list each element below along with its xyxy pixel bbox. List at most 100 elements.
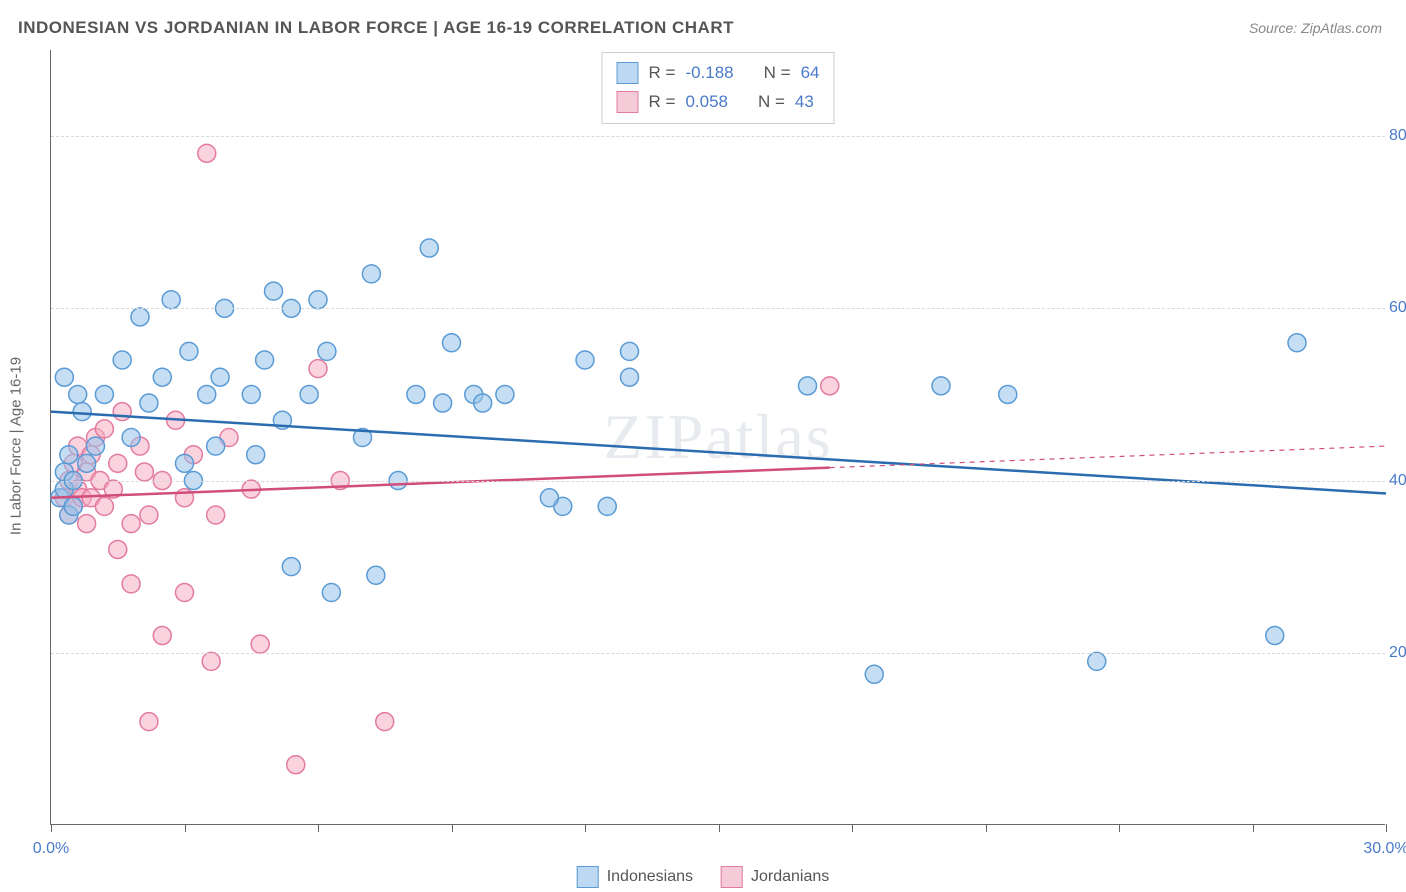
scatter-point	[496, 385, 514, 403]
x-tick	[452, 824, 453, 832]
scatter-point	[122, 575, 140, 593]
legend-label-jordanians: Jordanians	[751, 868, 829, 886]
scatter-point	[69, 385, 87, 403]
x-tick	[1386, 824, 1387, 832]
scatter-point	[202, 652, 220, 670]
scatter-point	[251, 635, 269, 653]
scatter-point	[1266, 627, 1284, 645]
legend-item-jordanians: Jordanians	[721, 866, 829, 888]
scatter-point	[362, 265, 380, 283]
chart-source: Source: ZipAtlas.com	[1249, 20, 1382, 36]
scatter-point	[109, 540, 127, 558]
chart-container: INDONESIAN VS JORDANIAN IN LABOR FORCE |…	[0, 0, 1406, 892]
scatter-point	[95, 420, 113, 438]
x-tick	[318, 824, 319, 832]
scatter-point	[242, 385, 260, 403]
scatter-point	[300, 385, 318, 403]
x-tick	[585, 824, 586, 832]
legend-swatch-indonesians	[577, 866, 599, 888]
scatter-point	[73, 403, 91, 421]
scatter-point	[999, 385, 1017, 403]
scatter-point	[198, 144, 216, 162]
gridline-h	[51, 136, 1385, 137]
scatter-point	[322, 584, 340, 602]
legend-item-indonesians: Indonesians	[577, 866, 693, 888]
scatter-point	[621, 368, 639, 386]
scatter-point	[474, 394, 492, 412]
scatter-point	[821, 377, 839, 395]
scatter-point	[1088, 652, 1106, 670]
x-tick	[719, 824, 720, 832]
y-tick-label: 40.0%	[1389, 472, 1406, 490]
scatter-point	[87, 437, 105, 455]
x-tick	[986, 824, 987, 832]
scatter-point	[78, 515, 96, 533]
scatter-point	[932, 377, 950, 395]
scatter-point	[78, 454, 96, 472]
scatter-point	[198, 385, 216, 403]
scatter-point	[162, 291, 180, 309]
trend-line	[830, 446, 1386, 468]
scatter-point	[576, 351, 594, 369]
scatter-point	[180, 342, 198, 360]
series-legend: Indonesians Jordanians	[577, 866, 830, 888]
scatter-point	[598, 497, 616, 515]
scatter-point	[95, 385, 113, 403]
scatter-point	[540, 489, 558, 507]
y-tick-label: 20.0%	[1389, 644, 1406, 662]
x-tick	[1119, 824, 1120, 832]
x-tick-label: 0.0%	[33, 840, 69, 858]
scatter-point	[282, 558, 300, 576]
gridline-h	[51, 653, 1385, 654]
x-tick	[185, 824, 186, 832]
scatter-point	[407, 385, 425, 403]
scatter-point	[1288, 334, 1306, 352]
scatter-point	[207, 506, 225, 524]
chart-title: INDONESIAN VS JORDANIAN IN LABOR FORCE |…	[18, 18, 734, 38]
x-tick	[1253, 824, 1254, 832]
x-tick	[51, 824, 52, 832]
scatter-point	[865, 665, 883, 683]
scatter-point	[309, 360, 327, 378]
scatter-point	[207, 437, 225, 455]
scatter-point	[309, 291, 327, 309]
scatter-point	[256, 351, 274, 369]
scatter-point	[434, 394, 452, 412]
gridline-h	[51, 308, 1385, 309]
scatter-point	[211, 368, 229, 386]
scatter-point	[113, 403, 131, 421]
scatter-point	[95, 497, 113, 515]
scatter-point	[140, 394, 158, 412]
scatter-point	[122, 429, 140, 447]
scatter-point	[140, 506, 158, 524]
scatter-point	[153, 368, 171, 386]
gridline-h	[51, 481, 1385, 482]
x-tick-label: 30.0%	[1363, 840, 1406, 858]
scatter-point	[55, 368, 73, 386]
scatter-point	[443, 334, 461, 352]
scatter-point	[621, 342, 639, 360]
scatter-point	[376, 713, 394, 731]
scatter-point	[287, 756, 305, 774]
legend-label-indonesians: Indonesians	[607, 868, 693, 886]
scatter-point	[799, 377, 817, 395]
scatter-point	[113, 351, 131, 369]
scatter-point	[318, 342, 336, 360]
x-tick	[852, 824, 853, 832]
scatter-point	[247, 446, 265, 464]
y-tick-label: 80.0%	[1389, 127, 1406, 145]
scatter-point	[64, 497, 82, 515]
scatter-point	[265, 282, 283, 300]
scatter-point	[122, 515, 140, 533]
scatter-point	[131, 308, 149, 326]
legend-swatch-jordanians	[721, 866, 743, 888]
plot-area: ZIPatlas R = -0.188 N = 64 R = 0.058 N =…	[50, 50, 1385, 825]
scatter-point	[153, 627, 171, 645]
scatter-point	[135, 463, 153, 481]
scatter-plot-svg	[51, 50, 1385, 824]
scatter-point	[140, 713, 158, 731]
y-axis-title: In Labor Force | Age 16-19	[8, 357, 25, 535]
y-tick-label: 60.0%	[1389, 299, 1406, 317]
scatter-point	[420, 239, 438, 257]
scatter-point	[109, 454, 127, 472]
